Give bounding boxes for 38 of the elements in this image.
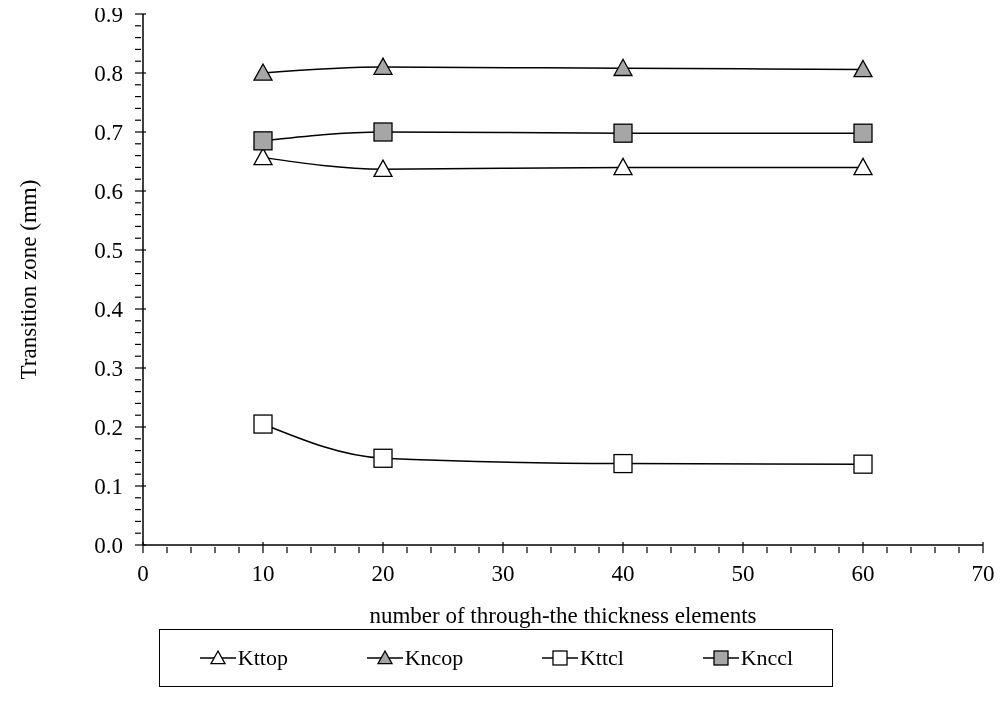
x-tick-label: 0 xyxy=(137,561,149,586)
y-tick-label: 0.5 xyxy=(94,238,123,263)
point xyxy=(253,63,273,81)
x-tick-label: 60 xyxy=(851,561,875,586)
point xyxy=(253,131,273,151)
x-axis-title: number of through-the thickness elements xyxy=(369,603,757,628)
point xyxy=(613,157,633,176)
x-tick-label: 50 xyxy=(731,561,755,586)
point xyxy=(373,57,393,75)
point xyxy=(613,453,633,474)
x-tick-label: 70 xyxy=(971,561,995,586)
point xyxy=(853,454,873,474)
x-tick-label: 40 xyxy=(611,561,635,586)
y-tick-label: 0.8 xyxy=(94,61,123,86)
x-tick-label: 10 xyxy=(251,561,275,586)
point xyxy=(373,448,393,468)
x-tick-label: 20 xyxy=(371,561,395,586)
point xyxy=(373,159,393,178)
y-tick-label: 0.1 xyxy=(94,474,123,499)
point xyxy=(253,414,273,434)
y-tick-label: 0.0 xyxy=(94,533,123,558)
legend-label: Kttop xyxy=(237,645,288,671)
point xyxy=(613,123,633,143)
y-tick-label: 0.4 xyxy=(94,297,124,322)
legend-label: Knccl xyxy=(740,645,794,671)
y-axis-title: Transition zone (mm) xyxy=(16,179,42,380)
x-tick-label: 30 xyxy=(491,561,515,586)
legend-label: Kncop xyxy=(404,645,464,671)
y-tick-label: 0.7 xyxy=(94,120,123,145)
point xyxy=(613,58,633,77)
point xyxy=(853,157,873,176)
point xyxy=(373,122,393,142)
y-tick-label: 0.3 xyxy=(94,356,123,381)
y-tick-label: 0.2 xyxy=(94,415,123,440)
y-tick-label: 0.6 xyxy=(94,179,123,204)
legend-label: Kttcl xyxy=(579,645,624,671)
point xyxy=(853,123,873,143)
point xyxy=(853,59,873,78)
